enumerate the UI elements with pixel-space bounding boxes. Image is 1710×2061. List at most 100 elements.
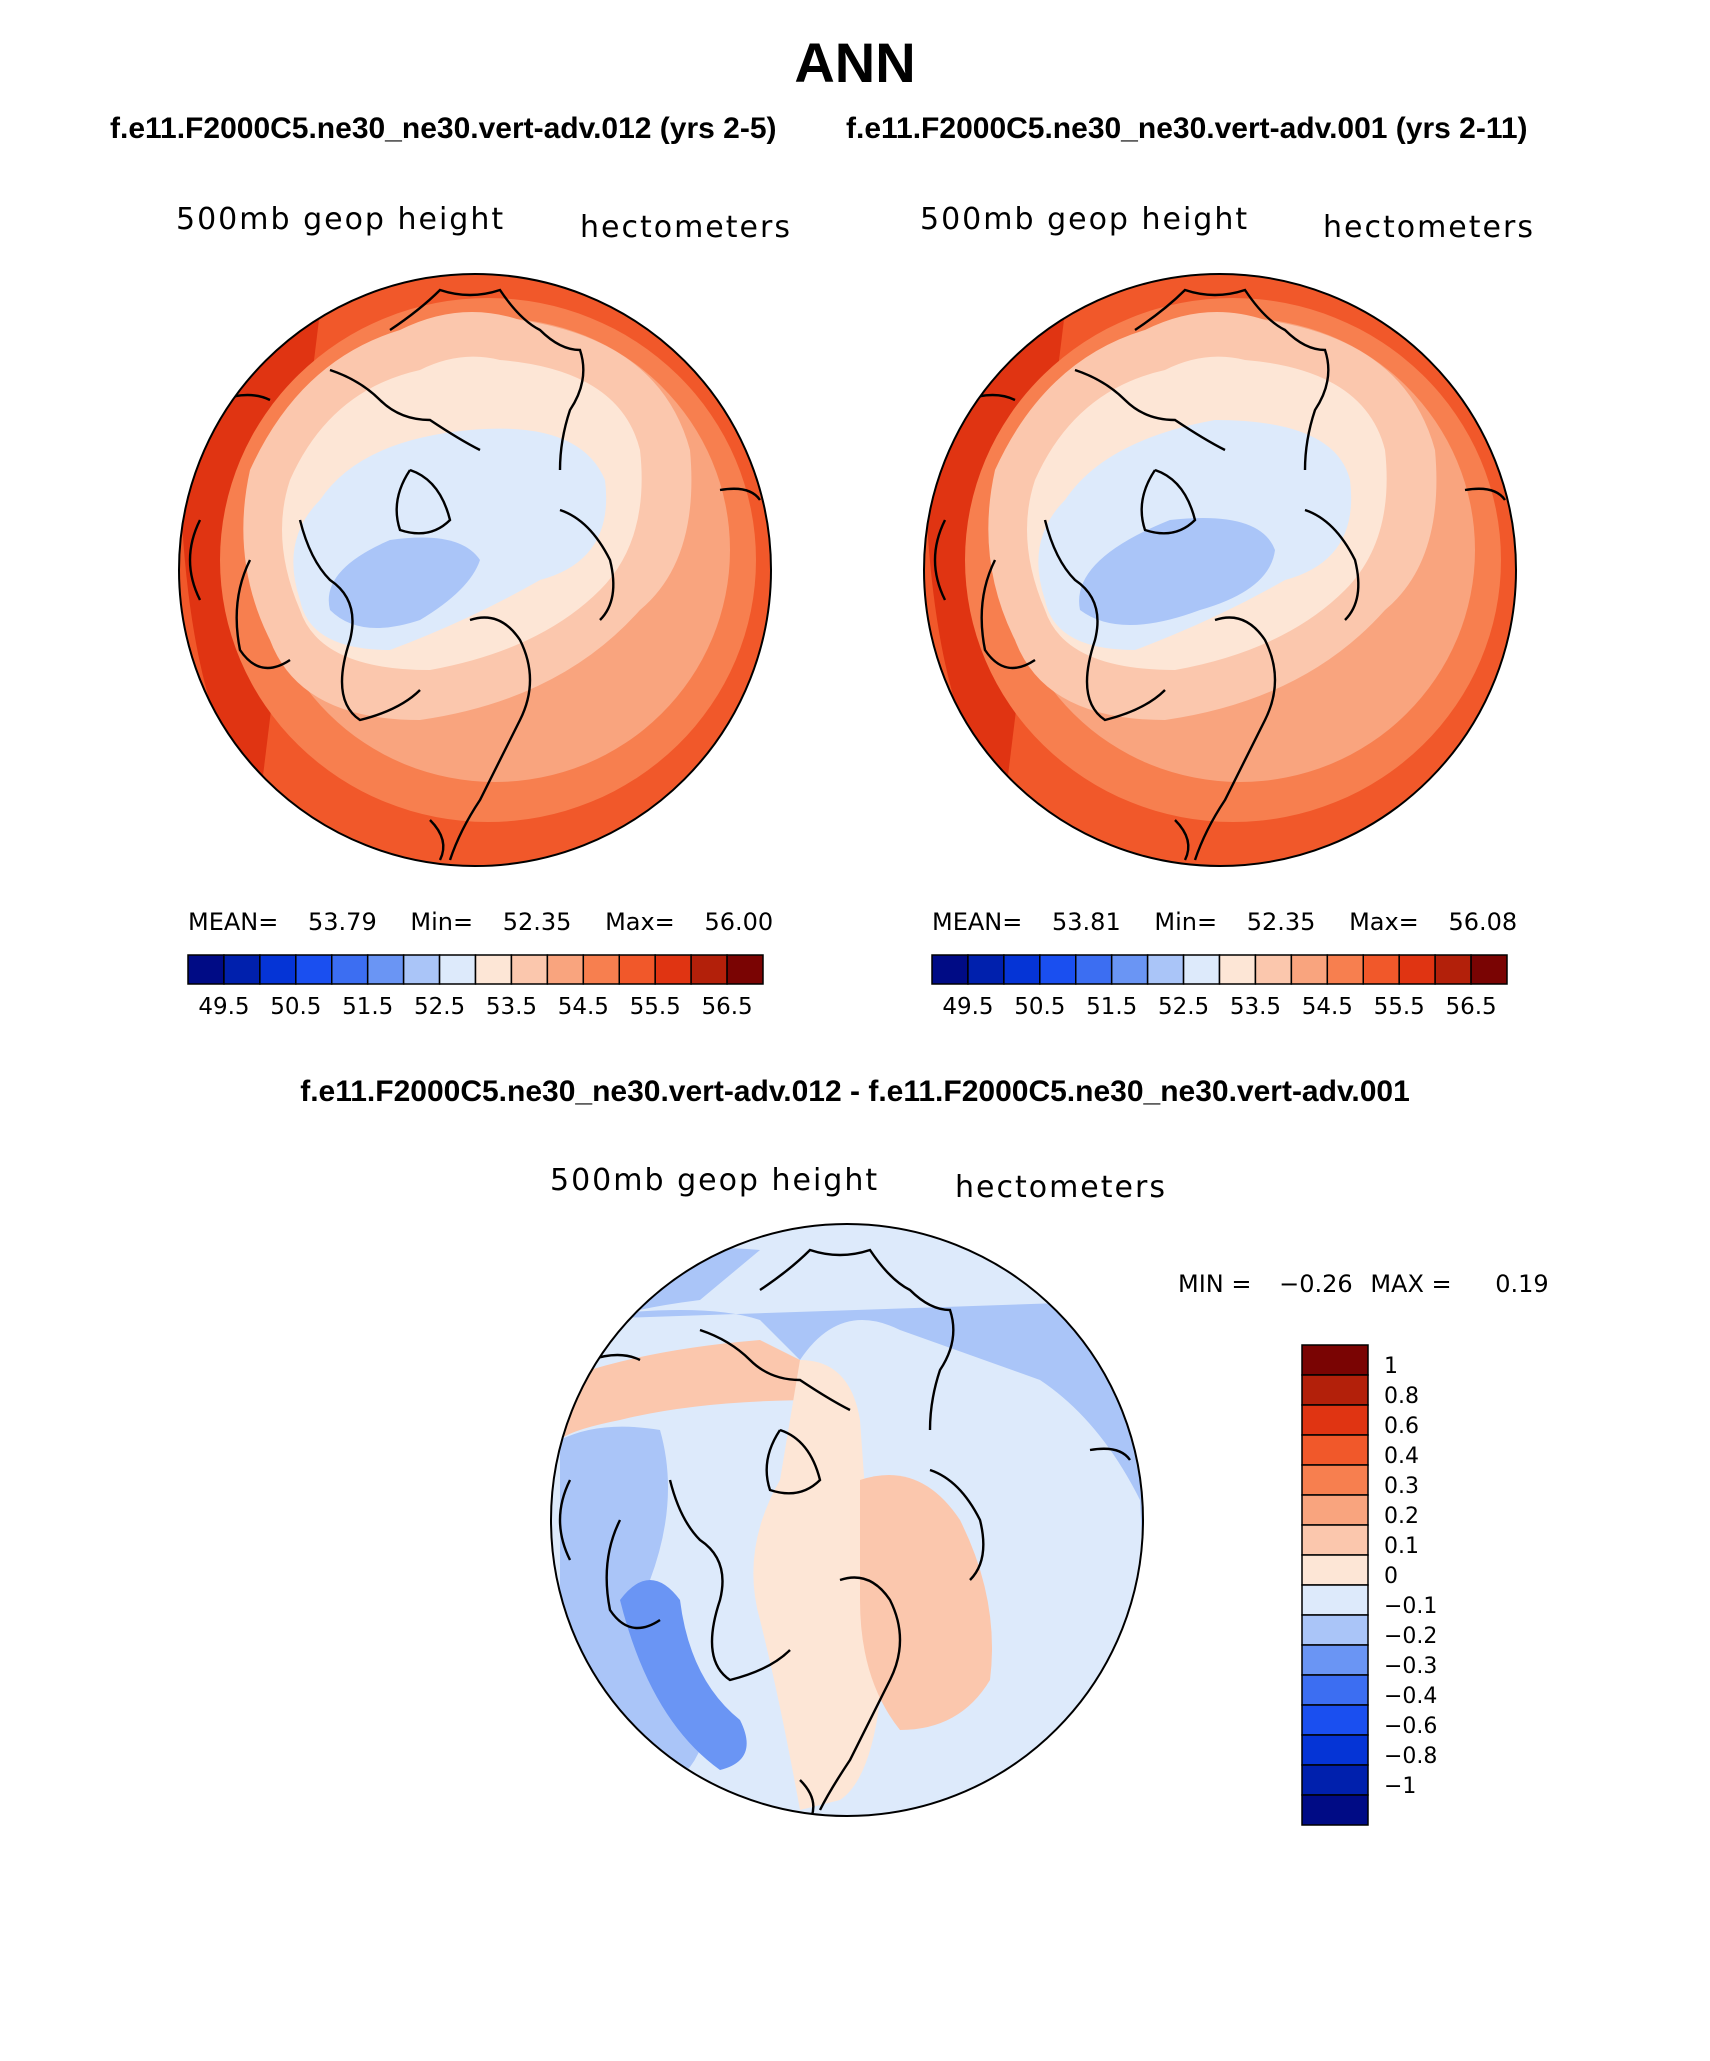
colorbar-diff-swatch <box>1301 1734 1369 1766</box>
colorbar-panel2-swatch <box>1146 954 1185 985</box>
difference-title: f.e11.F2000C5.ne30_ne30.vert-adv.012 - f… <box>300 1075 1410 1108</box>
panel1-max-label: Max= <box>605 908 675 936</box>
colorbar-panel2-tick-label: 54.5 <box>1302 994 1353 1020</box>
colorbar-panel2-tick-label: 55.5 <box>1374 994 1425 1020</box>
colorbar-diff-tick-label: 1 <box>1384 1354 1398 1379</box>
colorbar-panel1-tick-label: 53.5 <box>486 994 537 1020</box>
colorbar-panel2-tick-label: 50.5 <box>1014 994 1065 1020</box>
colorbar-panel1-swatch <box>295 954 333 985</box>
colorbar-diff-tick-label: −0.1 <box>1384 1594 1437 1619</box>
colorbar-panel2-tick-label: 49.5 <box>942 994 993 1020</box>
colorbar-panel1-swatch <box>366 954 405 985</box>
colorbar-diff-tick-label: −0.2 <box>1384 1624 1437 1649</box>
band-0-2-center <box>860 1475 992 1730</box>
colorbar-panel2-swatch <box>1326 954 1364 985</box>
colorbar-panel1-swatch <box>187 954 225 985</box>
panel1-map <box>178 273 772 867</box>
colorbar-panel1-swatch <box>582 954 620 985</box>
colorbar-panel1-swatch <box>546 954 585 985</box>
colorbar-diff-swatch <box>1301 1764 1369 1796</box>
colorbar-diff-tick-label: 0.8 <box>1384 1384 1419 1409</box>
panel2-stats: MEAN= 53.81 Min= 52.35 Max= 56.08 <box>932 908 1517 936</box>
colorbar-diff-tick-label: 0.2 <box>1384 1504 1419 1529</box>
panel1-min-value: 52.35 <box>502 908 572 936</box>
panel2-mean-value: 53.81 <box>1052 908 1121 936</box>
colorbar-diff-swatch <box>1301 1434 1369 1466</box>
diff-variable-label: 500mb geop height <box>550 1163 880 1198</box>
colorbar-panel2-swatch <box>1254 954 1293 985</box>
panel1-map-border <box>178 273 772 867</box>
colorbar-panel1-tick-label: 55.5 <box>630 994 681 1020</box>
colorbar-panel1-tick-label: 51.5 <box>342 994 393 1020</box>
colorbar-diff-swatch <box>1301 1404 1369 1436</box>
colorbar-diff-swatch <box>1301 1374 1369 1406</box>
panel1-stats: MEAN= 53.79 Min= 52.35 Max= 56.00 <box>188 908 773 936</box>
colorbar-diff-swatch <box>1301 1614 1369 1646</box>
colorbar-diff-tick-label: −0.8 <box>1384 1744 1437 1769</box>
colorbar-panel2-swatch <box>1110 954 1149 985</box>
colorbar-diff-swatch <box>1301 1644 1369 1676</box>
colorbar-panel2-swatch <box>931 954 969 985</box>
colorbar-panel2-tick-label: 56.5 <box>1445 994 1496 1020</box>
panel2-mean-label: MEAN= <box>932 908 1023 936</box>
colorbar-panel1-tick-label: 49.5 <box>198 994 249 1020</box>
colorbar-panel2-tick-label: 53.5 <box>1230 994 1281 1020</box>
colorbar-diff-swatch <box>1301 1554 1369 1586</box>
colorbar-panel1-swatch <box>402 954 441 985</box>
colorbar-panel2-swatch <box>1182 954 1221 985</box>
case-title-right: f.e11.F2000C5.ne30_ne30.vert-adv.001 (yr… <box>846 112 1528 145</box>
colorbar-diff-tick-label: −1 <box>1384 1774 1416 1799</box>
diff-min-label: MIN = <box>1178 1270 1252 1298</box>
panel2-variable-label: 500mb geop height <box>920 202 1250 237</box>
colorbar-diff-tick-label: 0.3 <box>1384 1474 1419 1499</box>
colorbar-diff-swatch <box>1301 1524 1369 1556</box>
colorbar-panel1-swatch <box>331 954 369 985</box>
page-title: ANN <box>794 31 916 94</box>
colorbar-diff-swatch <box>1301 1584 1369 1616</box>
colorbar-diff-tick-label: −0.6 <box>1384 1714 1437 1739</box>
colorbar-diff: 1 0.8 0.6 0.4 0.3 0.2 0.1 0 −0.1 −0.2 −0.3 −0.4 −0.6… <box>1301 1344 1437 1826</box>
diff-minmax: MIN = −0.26 MAX = 0.19 <box>1178 1270 1549 1298</box>
panel1-variable-label: 500mb geop height <box>176 202 506 237</box>
colorbar-panel2-swatch <box>1434 954 1472 985</box>
colorbar-panel1-tick-label: 56.5 <box>701 994 752 1020</box>
panel2-units-label: hectometers <box>1323 210 1535 245</box>
colorbar-diff-tick-label: −0.3 <box>1384 1654 1437 1679</box>
colorbar-diff-swatch <box>1301 1464 1369 1496</box>
panel2-map-border <box>923 273 1517 867</box>
colorbar-diff-tick-label: 0 <box>1384 1564 1398 1589</box>
panel1-mean-value: 53.79 <box>308 908 377 936</box>
band-0-1-center <box>753 1360 880 1810</box>
panel1-max-value: 56.00 <box>704 908 774 936</box>
diff-max-label: MAX = <box>1370 1270 1452 1298</box>
panel2-min-label: Min= <box>1154 908 1218 936</box>
colorbar-panel2-swatch <box>1039 954 1077 985</box>
diff-map <box>550 1223 1144 1817</box>
colorbar-panel1-swatch <box>618 954 656 985</box>
colorbar-panel1-swatch <box>474 954 513 985</box>
colorbar-panel2-swatch <box>1218 954 1257 985</box>
colorbar-panel2-swatch <box>1003 954 1041 985</box>
band-52-5 <box>328 537 480 628</box>
diff-map-border <box>550 1223 1144 1817</box>
colorbar-panel1-swatch <box>726 954 764 985</box>
panel2-map <box>923 273 1517 867</box>
colorbar-panel2: 49.5 50.5 51.5 52.5 53.5 54.5 55.5 56.5 <box>931 954 1508 1020</box>
panel1-mean-label: MEAN= <box>188 908 279 936</box>
colorbar-panel1-tick-label: 54.5 <box>558 994 609 1020</box>
diff-min-value: −0.26 <box>1279 1270 1353 1298</box>
colorbar-panel1-swatch <box>690 954 728 985</box>
colorbar-panel1-tick-label: 52.5 <box>414 994 465 1020</box>
colorbar-panel2-swatch <box>1075 954 1113 985</box>
colorbar-panel2-swatch <box>967 954 1005 985</box>
colorbar-panel2-swatch <box>1398 954 1436 985</box>
colorbar-panel1: 49.5 50.5 51.5 52.5 53.5 54.5 55.5 56.5 <box>187 954 764 1020</box>
colorbar-diff-tick-label: 0.4 <box>1384 1444 1419 1469</box>
band-minus0-3 <box>620 1580 747 1770</box>
panel2-max-value: 56.08 <box>1448 908 1518 936</box>
colorbar-panel2-tick-label: 51.5 <box>1086 994 1137 1020</box>
band-52-5 <box>1079 518 1275 625</box>
colorbar-diff-tick-label: 0.6 <box>1384 1414 1419 1439</box>
panel2-max-label: Max= <box>1349 908 1419 936</box>
